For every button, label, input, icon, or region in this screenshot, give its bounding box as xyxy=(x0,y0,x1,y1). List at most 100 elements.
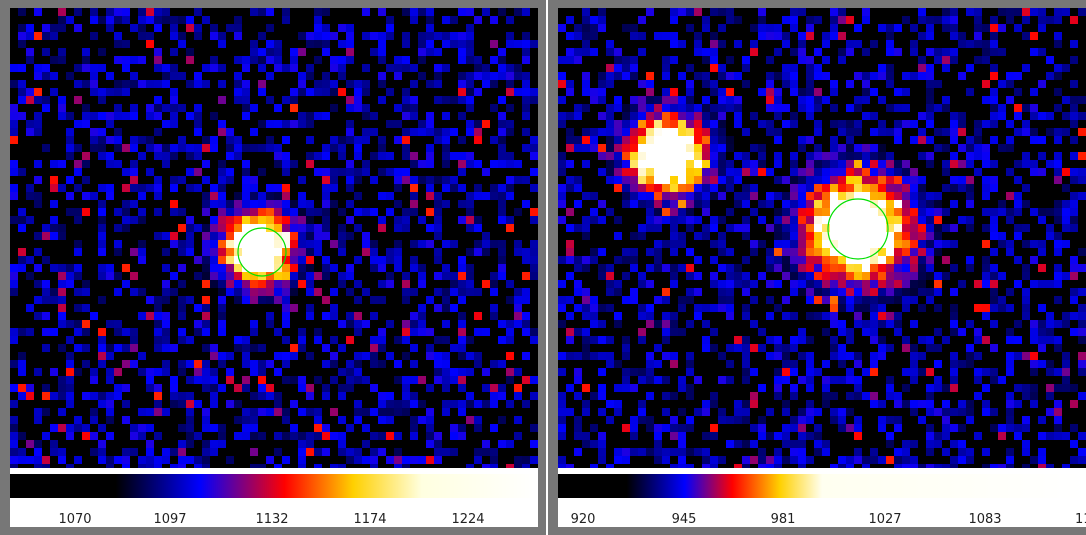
pixel xyxy=(498,200,506,208)
pixel xyxy=(114,224,122,232)
pixel xyxy=(790,80,798,88)
pixel xyxy=(274,408,282,416)
pixel xyxy=(894,232,902,240)
pixel xyxy=(458,40,466,48)
pixel xyxy=(370,208,378,216)
pixel xyxy=(330,288,338,296)
pixel xyxy=(1030,128,1038,136)
pixel xyxy=(814,104,822,112)
pixel xyxy=(250,184,258,192)
pixel xyxy=(98,232,106,240)
pixel xyxy=(394,448,402,456)
pixel xyxy=(950,128,958,136)
pixel xyxy=(1062,8,1070,16)
pixel xyxy=(458,168,466,176)
pixel xyxy=(854,280,862,288)
pixel xyxy=(282,336,290,344)
pixel xyxy=(330,360,338,368)
pixel xyxy=(98,96,106,104)
pixel xyxy=(1022,32,1030,40)
pixel xyxy=(806,416,814,424)
pixel xyxy=(942,8,950,16)
pixel xyxy=(902,448,910,456)
pixel xyxy=(598,16,606,24)
pixel xyxy=(982,312,990,320)
pixel xyxy=(718,144,726,152)
pixel xyxy=(410,184,418,192)
pixel xyxy=(654,376,662,384)
pixel xyxy=(558,56,566,64)
pixel xyxy=(1038,80,1046,88)
pixel xyxy=(402,64,410,72)
pixel xyxy=(1006,192,1014,200)
pixel xyxy=(42,96,50,104)
pixel xyxy=(506,296,514,304)
pixel xyxy=(686,144,694,152)
pixel xyxy=(638,312,646,320)
pixel xyxy=(822,208,830,216)
pixel xyxy=(514,8,522,16)
pixel xyxy=(790,184,798,192)
pixel xyxy=(670,56,678,64)
pixel xyxy=(226,400,234,408)
pixel xyxy=(654,296,662,304)
pixel xyxy=(74,328,82,336)
pixel xyxy=(830,392,838,400)
pixel xyxy=(1046,208,1054,216)
pixel xyxy=(378,400,386,408)
pixel xyxy=(790,312,798,320)
pixel xyxy=(498,240,506,248)
pixel xyxy=(386,352,394,360)
pixel xyxy=(146,376,154,384)
pixel xyxy=(862,280,870,288)
pixel xyxy=(66,384,74,392)
pixel xyxy=(498,112,506,120)
pixel xyxy=(926,104,934,112)
pixel xyxy=(458,96,466,104)
pixel xyxy=(186,184,194,192)
pixel xyxy=(814,168,822,176)
pixel xyxy=(870,40,878,48)
pixel xyxy=(290,240,298,248)
pixel xyxy=(710,120,718,128)
pixel xyxy=(830,232,838,240)
pixel xyxy=(982,40,990,48)
pixel xyxy=(566,312,574,320)
pixel xyxy=(1014,8,1022,16)
pixel xyxy=(370,176,378,184)
pixel xyxy=(266,216,274,224)
pixel xyxy=(742,128,750,136)
pixel xyxy=(250,408,258,416)
pixel xyxy=(178,360,186,368)
pixel xyxy=(210,264,218,272)
pixel xyxy=(1038,336,1046,344)
pixel xyxy=(218,128,226,136)
pixel xyxy=(782,456,790,464)
pixel xyxy=(450,424,458,432)
pixel xyxy=(50,424,58,432)
pixel xyxy=(290,56,298,64)
pixel xyxy=(750,40,758,48)
pixel xyxy=(74,168,82,176)
pixel xyxy=(886,64,894,72)
pixel xyxy=(566,328,574,336)
pixel xyxy=(170,152,178,160)
pixel xyxy=(774,152,782,160)
pixel xyxy=(194,128,202,136)
pixel xyxy=(886,160,894,168)
pixel xyxy=(1070,176,1078,184)
pixel xyxy=(130,248,138,256)
pixel xyxy=(162,8,170,16)
pixel xyxy=(998,424,1006,432)
pixel xyxy=(854,392,862,400)
pixel xyxy=(774,104,782,112)
pixel xyxy=(678,296,686,304)
pixel xyxy=(574,352,582,360)
pixel xyxy=(782,408,790,416)
pixel xyxy=(434,200,442,208)
pixel xyxy=(886,312,894,320)
pixel xyxy=(934,128,942,136)
pixel xyxy=(402,400,410,408)
pixel xyxy=(710,456,718,464)
pixel xyxy=(838,120,846,128)
